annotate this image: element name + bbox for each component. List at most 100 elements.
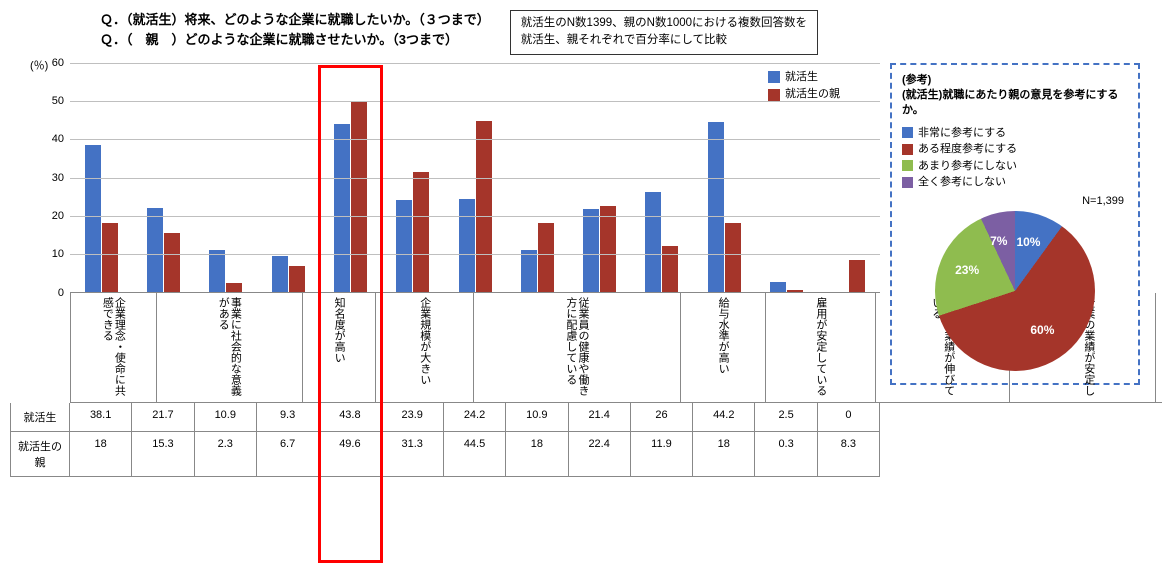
pie-legend-swatch	[902, 127, 913, 138]
table-cell: 21.4	[569, 403, 631, 432]
table-cell: 24.2	[444, 403, 506, 432]
bar	[272, 256, 288, 292]
bar	[351, 101, 367, 291]
table-cell: 38.1	[70, 403, 132, 432]
note-line-1: 就活生のN数1399、親のN数1000における複数回答数を	[521, 15, 807, 32]
bar-chart-block: (％) 就活生就活生の親 0102030405060 企業理念・使命に共感できる…	[10, 63, 880, 477]
pie-slice-label: 7%	[990, 234, 1007, 248]
x-label-cell: 事業に社会的な意義がある	[157, 293, 303, 403]
gridline	[70, 178, 880, 179]
table-cell: 0	[818, 403, 880, 432]
bar	[476, 121, 492, 292]
y-tick: 0	[58, 287, 64, 299]
table-cell: 10.9	[506, 403, 568, 432]
table-cell: 26	[631, 403, 693, 432]
row-cells: 1815.32.36.749.631.344.51822.411.9180.38…	[70, 432, 880, 477]
table-cell: 23.9	[382, 403, 444, 432]
table-cell: 49.6	[319, 432, 381, 477]
y-tick: 10	[52, 248, 64, 260]
question-block: Ｑ．（就活生）将来、どのような企業に就職したいか。（３つまで） Ｑ．（ 親 ）ど…	[100, 10, 490, 49]
row-header: 就活生の親	[10, 432, 70, 477]
pie-legend-item: ある程度参考にする	[902, 141, 1128, 158]
bar	[334, 124, 350, 292]
bar	[787, 290, 803, 291]
data-table: 就活生38.121.710.99.343.823.924.210.921.426…	[10, 403, 880, 477]
question-2: Ｑ．（ 親 ）どのような企業に就職させたいか。（3つまで）	[100, 30, 490, 50]
table-cell: 9.3	[257, 403, 319, 432]
bar	[662, 246, 678, 292]
x-label: 知名度が高い	[333, 297, 345, 363]
ref-title-l1: (参考)	[902, 74, 931, 86]
y-tick: 20	[52, 210, 64, 222]
x-label-cell: 企業規模が大きい	[376, 293, 474, 403]
table-cell: 6.7	[257, 432, 319, 477]
table-cell: 18	[70, 432, 132, 477]
table-cell: 44.2	[693, 403, 755, 432]
pie-legend: 非常に参考にするある程度参考にするあまり参考にしない全く参考にしない	[902, 125, 1128, 191]
pie-slice-label: 10%	[1016, 235, 1040, 249]
pie-legend-label: あまり参考にしない	[918, 158, 1017, 175]
gridline	[70, 101, 880, 102]
n-label: N=1,399	[902, 195, 1124, 207]
x-label-cell: 企業理念・使命に共感できる	[70, 293, 157, 403]
table-cell: 21.7	[132, 403, 194, 432]
pie-chart: 10% 60% 23% 7%	[935, 211, 1095, 371]
x-label-cell: 従業員の健康や働き方に配慮している	[474, 293, 681, 403]
ref-title-l2: (就活生)就職にあたり親の意見を参考にするか。	[902, 89, 1118, 116]
bar	[770, 282, 786, 292]
x-label-cell: 魅力的な経営者・人材がいる	[1156, 293, 1162, 403]
gridline	[70, 216, 880, 217]
bar	[600, 206, 616, 292]
bar	[147, 208, 163, 291]
pie-legend-label: ある程度参考にする	[918, 141, 1017, 158]
x-label: 従業員の健康や働き方に配慮している	[565, 297, 589, 398]
gridline	[70, 139, 880, 140]
table-row: 就活生の親1815.32.36.749.631.344.51822.411.91…	[10, 432, 880, 477]
bar-chart-plot: 就活生就活生の親 0102030405060	[70, 63, 880, 293]
x-label-cell: 知名度が高い	[303, 293, 377, 403]
x-label-cell: 雇用が安定している	[766, 293, 876, 403]
header-row: Ｑ．（就活生）将来、どのような企業に就職したいか。（３つまで） Ｑ．（ 親 ）ど…	[10, 10, 1152, 55]
bar	[725, 223, 741, 292]
bar	[459, 199, 475, 292]
main-row: (％) 就活生就活生の親 0102030405060 企業理念・使命に共感できる…	[10, 63, 1152, 477]
x-label-cell: 給与水準が高い	[681, 293, 767, 403]
y-tick: 40	[52, 133, 64, 145]
table-cell: 43.8	[319, 403, 381, 432]
pie-legend-item: 全く参考にしない	[902, 174, 1128, 191]
bar	[396, 200, 412, 292]
table-cell: 18	[693, 432, 755, 477]
bar	[583, 209, 599, 291]
note-line-2: 就活生、親それぞれで百分率にして比較	[521, 32, 807, 49]
bar	[209, 250, 225, 292]
x-label: 企業理念・使命に共感できる	[101, 297, 125, 398]
bar	[85, 145, 101, 291]
bar	[538, 223, 554, 292]
pie-slice-label: 60%	[1030, 323, 1054, 337]
table-cell: 2.3	[195, 432, 257, 477]
pie-slice-label: 23%	[955, 263, 979, 277]
table-cell: 31.3	[382, 432, 444, 477]
note-box: 就活生のN数1399、親のN数1000における複数回答数を 就活生、親それぞれで…	[510, 10, 818, 55]
row-header: 就活生	[10, 403, 70, 432]
table-cell: 10.9	[195, 403, 257, 432]
table-cell: 8.3	[818, 432, 880, 477]
x-label: 事業に社会的な意義がある	[217, 297, 241, 398]
y-tick: 50	[52, 95, 64, 107]
x-axis-labels: 企業理念・使命に共感できる 事業に社会的な意義がある 知名度が高い 企業規模が大きい 従…	[70, 293, 880, 403]
x-label: 企業規模が大きい	[419, 297, 431, 385]
table-cell: 0.3	[755, 432, 817, 477]
x-label: 給与水準が高い	[717, 297, 729, 374]
bar	[521, 250, 537, 292]
pie-legend-swatch	[902, 144, 913, 155]
pie-legend-label: 全く参考にしない	[918, 174, 1006, 191]
bar	[708, 122, 724, 291]
pie-legend-item: あまり参考にしない	[902, 158, 1128, 175]
bar	[645, 192, 661, 292]
bar	[164, 233, 180, 292]
gridline	[70, 63, 880, 64]
table-cell: 15.3	[132, 432, 194, 477]
bar	[289, 266, 305, 292]
table-cell: 2.5	[755, 403, 817, 432]
reference-title: (参考) (就活生)就職にあたり親の意見を参考にするか。	[902, 73, 1128, 119]
